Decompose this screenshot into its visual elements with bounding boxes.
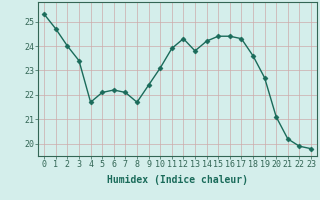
X-axis label: Humidex (Indice chaleur): Humidex (Indice chaleur): [107, 175, 248, 185]
